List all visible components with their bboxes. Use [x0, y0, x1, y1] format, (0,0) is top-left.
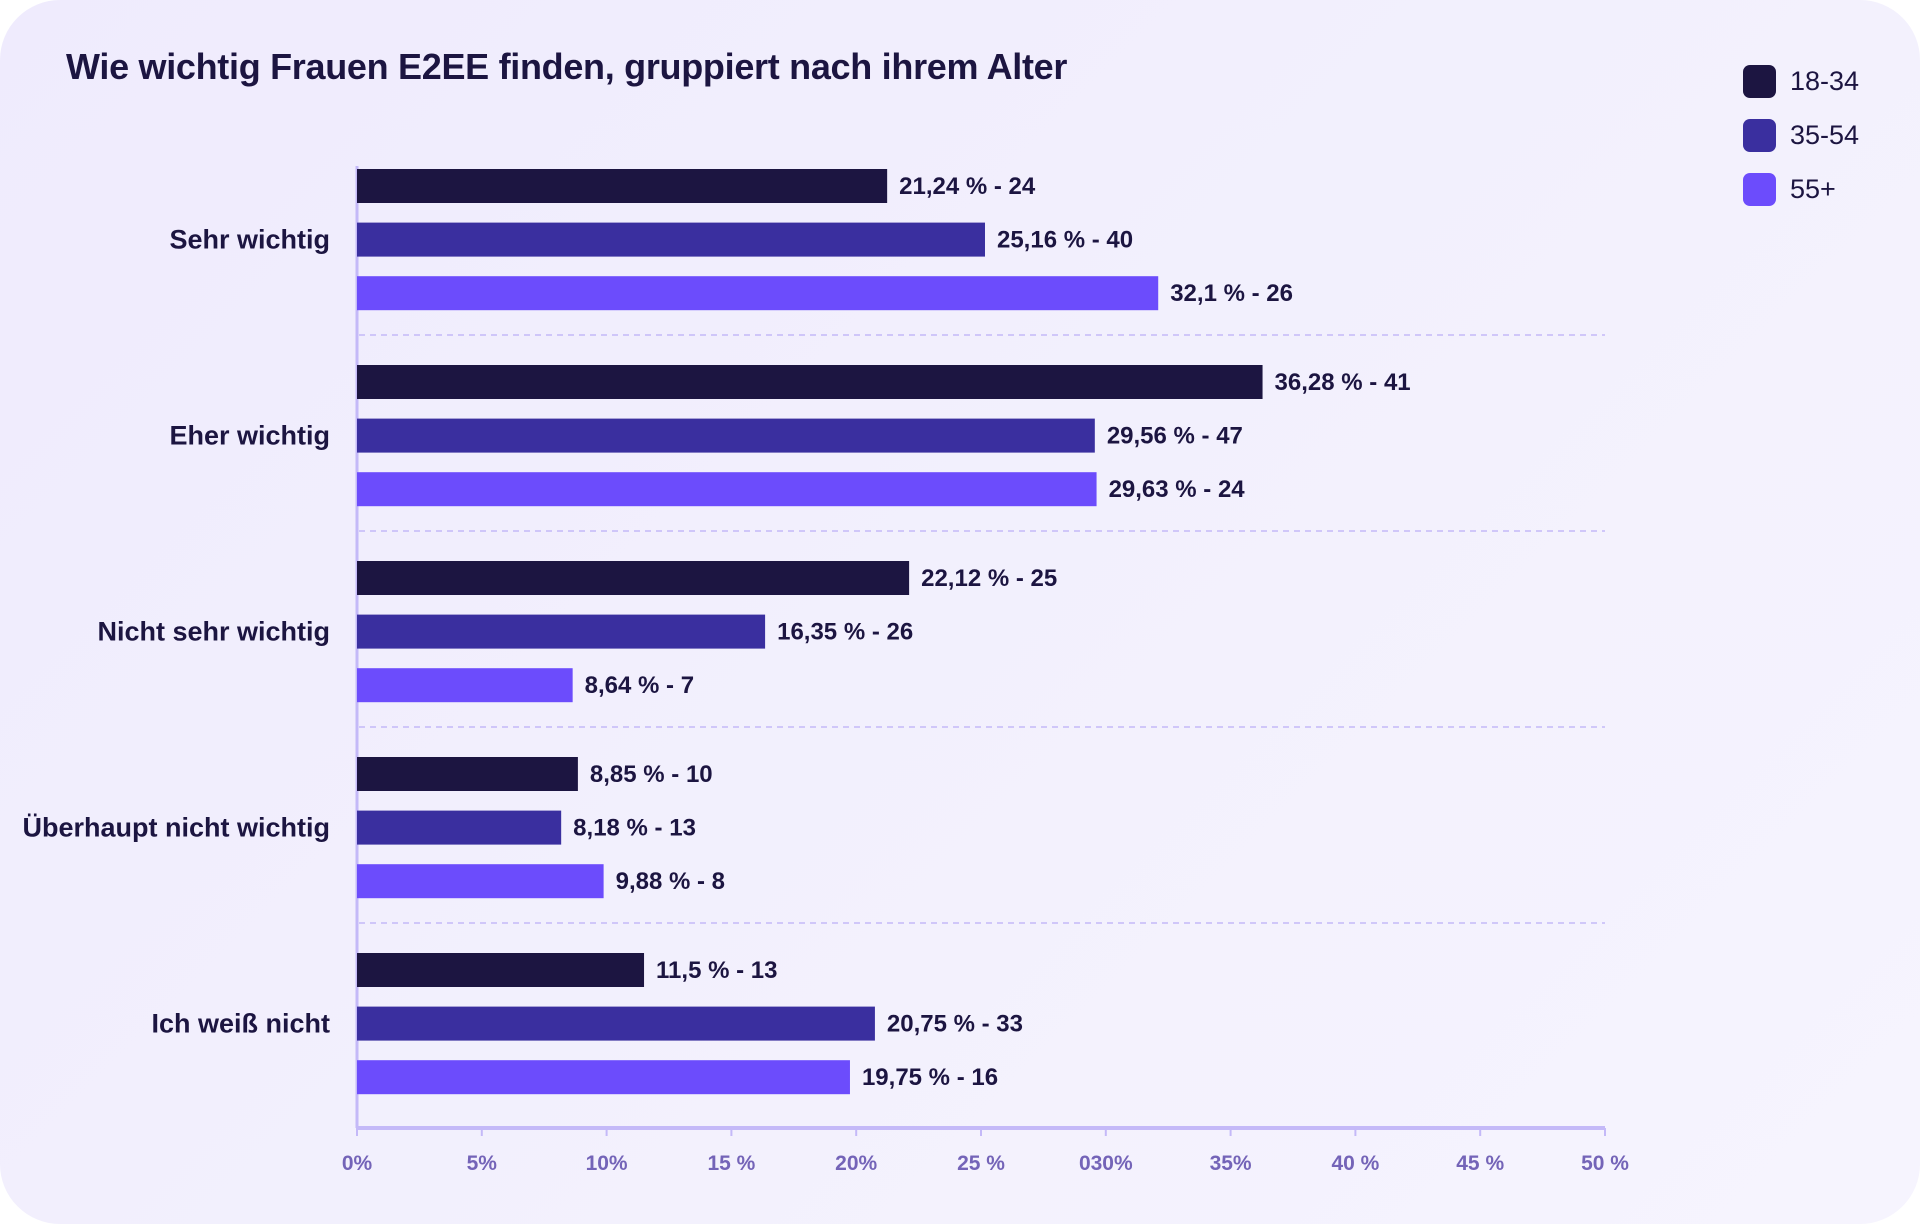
x-tick-label: 10% — [586, 1152, 628, 1175]
legend-swatch-35-54 — [1743, 118, 1776, 152]
data-label: 11,5 % - 13 — [656, 957, 777, 984]
bar-55+ — [357, 1060, 850, 1095]
x-tick-label: 5% — [467, 1152, 498, 1175]
x-tick-label: 0% — [342, 1152, 373, 1175]
data-label: 16,35 % - 26 — [777, 619, 913, 646]
legend-label: 18-34 — [1790, 65, 1860, 96]
category-label: Nicht sehr wichtig — [97, 617, 330, 647]
legend-label: 55+ — [1790, 173, 1836, 204]
data-label: 8,18 % - 13 — [573, 815, 696, 842]
x-tick-label: 20% — [835, 1152, 877, 1175]
legend-swatch-18-34 — [1743, 64, 1776, 98]
x-tick-label: 45 % — [1456, 1152, 1504, 1175]
data-label: 36,28 % - 41 — [1275, 369, 1411, 396]
legend: 18-34 35-54 55+ — [1743, 54, 1859, 216]
bar-35-54 — [357, 810, 562, 845]
bar-18-34 — [357, 561, 910, 595]
data-label: 25,16 % - 40 — [997, 227, 1133, 254]
data-label: 8,64 % - 7 — [585, 672, 694, 699]
bar-35-54 — [357, 222, 985, 257]
category-label: Eher wichtig — [169, 421, 330, 451]
bar-18-34 — [357, 169, 888, 203]
bar-55+ — [357, 276, 1159, 311]
bar-35-54 — [357, 614, 766, 649]
legend-item-35-54[interactable]: 35-54 — [1743, 108, 1859, 162]
bar-18-34 — [357, 757, 578, 791]
data-label: 22,12 % - 25 — [921, 565, 1057, 592]
legend-item-55-plus[interactable]: 55+ — [1743, 162, 1859, 216]
bar-35-54 — [357, 1006, 875, 1041]
data-label: 9,88 % - 8 — [616, 868, 725, 895]
data-label: 32,1 % - 26 — [1170, 280, 1293, 307]
category-label: Sehr wichtig — [169, 225, 330, 255]
data-label: 8,85 % - 10 — [590, 761, 713, 788]
data-label: 21,24 % - 24 — [899, 173, 1036, 200]
chart-title: Wie wichtig Frauen E2EE finden, gruppier… — [66, 46, 1068, 87]
bar-18-34 — [357, 365, 1263, 399]
bar-55+ — [357, 472, 1097, 507]
legend-item-18-34[interactable]: 18-34 — [1743, 54, 1859, 108]
data-label: 20,75 % - 33 — [887, 1011, 1023, 1038]
x-tick-label: 030% — [1079, 1152, 1133, 1175]
x-tick-label: 35% — [1210, 1152, 1252, 1175]
bar-35-54 — [357, 418, 1095, 453]
legend-swatch-55-plus — [1743, 172, 1776, 206]
category-label: Überhaupt nicht wichtig — [23, 813, 331, 843]
data-label: 29,63 % - 24 — [1109, 476, 1246, 503]
x-tick-label: 40 % — [1331, 1152, 1379, 1175]
x-tick-label: 25 % — [957, 1152, 1005, 1175]
bar-18-34 — [357, 953, 645, 987]
legend-label: 35-54 — [1790, 119, 1860, 150]
category-label: Ich weiß nicht — [151, 1009, 330, 1039]
bar-55+ — [357, 668, 573, 703]
data-label: 19,75 % - 16 — [862, 1064, 998, 1091]
x-tick-label: 15 % — [707, 1152, 755, 1175]
x-tick-label: 50 % — [1581, 1152, 1629, 1175]
bar-55+ — [357, 864, 604, 899]
data-label: 29,56 % - 47 — [1107, 423, 1243, 450]
